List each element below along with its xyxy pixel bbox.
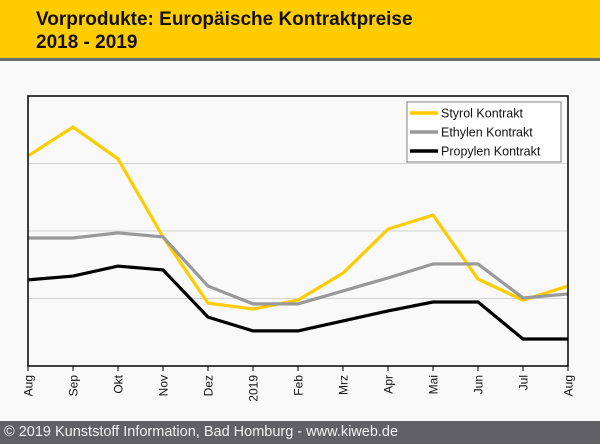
x-tick-label: 2019 — [247, 375, 261, 402]
x-tick-label: Dez — [202, 375, 216, 396]
x-tick-label: Okt — [112, 374, 126, 393]
gridlines — [28, 163, 568, 299]
legend-label: Styrol Kontrakt — [441, 107, 524, 121]
line-chart: Aug Sep Okt Nov Dez 2019 Feb Mrz Apr Mai Jun Jul Aug… — [22, 95, 576, 402]
chart-title-line1: Vorprodukte: Europäische Kontraktpreise — [36, 9, 413, 30]
copyright-text: © 2019 Kunststoff Information, Bad Hombu… — [4, 424, 399, 440]
legend-label: Propylen Kontrakt — [441, 145, 541, 159]
x-axis-ticks — [27, 366, 569, 371]
x-tick-label: Mrz — [337, 375, 351, 395]
chart-header: Vorprodukte: Europäische Kontraktpreise … — [0, 0, 600, 61]
x-tick-label: Sep — [67, 375, 81, 397]
x-tick-label: Nov — [157, 375, 171, 396]
chart-title-line2: 2018 - 2019 — [36, 32, 138, 53]
x-tick-label: Aug — [22, 375, 36, 396]
legend: Styrol Kontrakt Ethylen Kontrakt Propylen … — [406, 101, 562, 163]
x-tick-label: Feb — [292, 375, 306, 396]
x-axis-labels: Aug Sep Okt Nov Dez 2019 Feb Mrz Apr Mai Jun Jul Aug — [22, 374, 576, 401]
x-tick-label: Aug — [562, 375, 576, 396]
footer: © 2019 Kunststoff Information, Bad Hombu… — [0, 421, 600, 444]
x-tick-label: Mai — [427, 375, 441, 394]
chart-title: Vorprodukte: Europäische Kontraktpreise … — [36, 8, 413, 54]
legend-label: Ethylen Kontrakt — [441, 126, 533, 140]
x-tick-label: Apr — [382, 375, 396, 394]
series-lines — [27, 125, 569, 341]
x-tick-label: Jun — [472, 375, 486, 394]
x-tick-label: Jul — [517, 375, 531, 390]
